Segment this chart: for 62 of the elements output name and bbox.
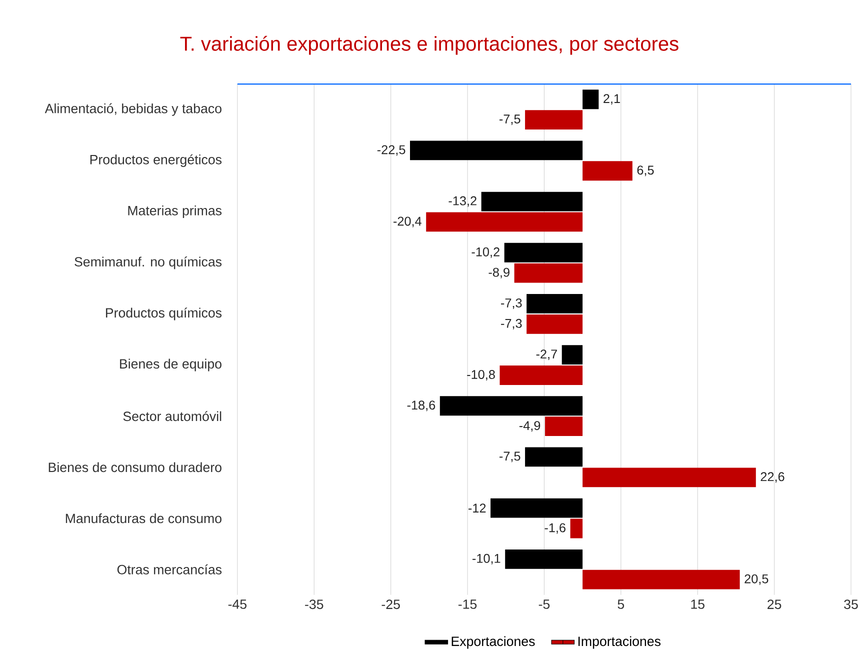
bar [514, 263, 583, 283]
x-tick-label: 25 [768, 600, 782, 609]
y-tick-label: Alimentació, bebidas y tabaco [44, 103, 222, 116]
data-label: -13,2 [448, 196, 476, 207]
y-tick-label: Productos químicos [106, 308, 222, 320]
bar [505, 549, 583, 569]
bar [526, 314, 583, 334]
bar [410, 140, 583, 160]
x-tick-label: -45 [228, 599, 247, 609]
bar [570, 518, 583, 538]
y-tick-label: Sector automóvil [123, 410, 222, 421]
x-tick-label: -25 [382, 600, 400, 609]
bar [440, 396, 583, 416]
x-tick-label: -35 [305, 600, 324, 609]
y-tick-label: Otras mercancías [117, 564, 222, 574]
bar [525, 447, 583, 467]
data-label: -7,5 [500, 114, 520, 125]
bar [544, 416, 583, 436]
x-tick-label: 5 [618, 599, 624, 609]
bar [582, 570, 740, 590]
data-label: -7,3 [501, 318, 522, 330]
legend-label: Exportaciones [452, 636, 535, 649]
data-label: -7,3 [501, 298, 522, 309]
data-label: -2,7 [536, 349, 557, 360]
data-label: -10,1 [472, 554, 500, 564]
x-tick-label: 15 [691, 599, 704, 609]
bar [500, 365, 583, 385]
x-tick-label: -5 [538, 599, 550, 609]
data-label: -12 [468, 504, 486, 512]
y-tick-label: Bienes de equipo [120, 358, 222, 372]
y-tick-label: Bienes de consumo duradero [48, 462, 222, 472]
bar [525, 110, 583, 130]
data-label: 22,6 [760, 472, 784, 483]
legend-label: Importaciones [578, 636, 661, 649]
data-label: -8,9 [488, 268, 510, 278]
data-label: -18,6 [407, 400, 436, 412]
data-label: -7,5 [500, 452, 520, 462]
data-label: -22,5 [377, 145, 406, 156]
data-label: -10,2 [472, 247, 500, 258]
bar [490, 498, 583, 518]
y-tick-label: Materias primas [128, 205, 222, 218]
data-label: -10,8 [467, 370, 495, 380]
bar [504, 242, 583, 262]
y-tick-label: Productos energéticos [90, 154, 222, 167]
bar [481, 192, 583, 212]
y-tick-label: Manufacturas de consumo [66, 513, 222, 524]
y-tick-label: Semimanuf. no químicas [74, 256, 222, 270]
bar [526, 294, 583, 314]
data-label: 6,5 [637, 166, 654, 176]
bar [582, 90, 599, 109]
x-tick-label: 35 [844, 600, 858, 609]
chart-title: T. variación exportaciones e importaciones, por sectores [180, 36, 678, 55]
data-label: 2,1 [604, 94, 620, 104]
bar [426, 212, 583, 232]
bar [582, 468, 756, 487]
data-label: -20,4 [394, 216, 422, 228]
data-label: -4,9 [519, 420, 540, 432]
bar [562, 344, 583, 364]
bar [582, 161, 632, 180]
data-label: -1,6 [544, 523, 566, 534]
x-tick-label: -15 [458, 599, 477, 609]
data-label: 20,5 [744, 574, 768, 585]
